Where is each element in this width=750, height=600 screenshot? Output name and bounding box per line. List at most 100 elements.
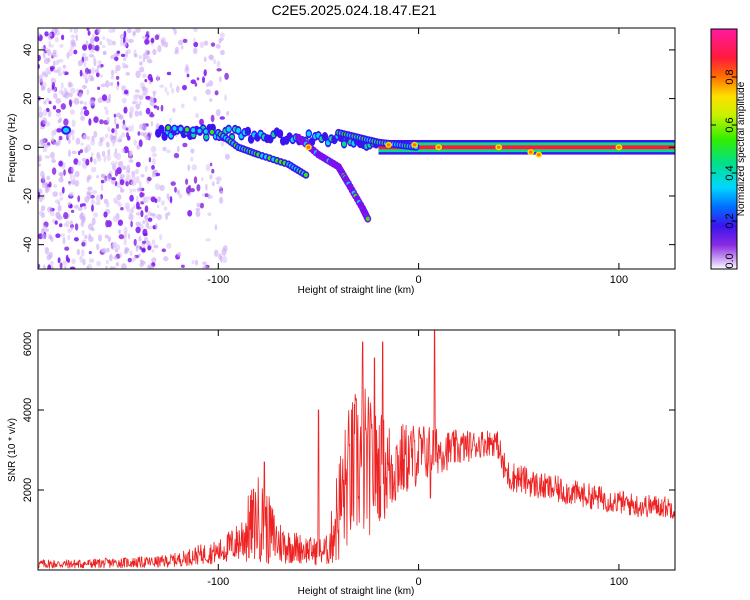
spectrogram-speckle	[189, 188, 195, 193]
tone-highlight-core	[436, 145, 441, 149]
spectrogram-speckle	[56, 112, 61, 117]
spectrogram-speckle	[42, 117, 47, 125]
spectrogram-speckle	[140, 174, 145, 178]
spectrogram-speckle	[105, 133, 109, 139]
spectrogram-speckle	[156, 204, 160, 209]
spectrogram-speckle	[81, 52, 87, 57]
spectrogram-speckle	[102, 44, 106, 49]
spectrogram-speckle	[38, 54, 41, 62]
spectrogram-speckle	[91, 190, 98, 195]
spectrogram-speckle	[210, 42, 216, 47]
spectrogram-speckle	[46, 175, 51, 181]
spectrogram-speckle	[135, 28, 141, 33]
spectrogram-speckle	[208, 54, 214, 60]
spectrogram-speckle	[103, 177, 107, 184]
spectrogram-speckle	[107, 127, 111, 132]
spectrogram-speckle	[107, 149, 111, 156]
spectrogram-speckle	[182, 84, 187, 91]
spectrogram-speckle	[129, 111, 133, 119]
spectrogram-speckle	[55, 233, 61, 238]
spectrogram-speckle	[93, 116, 99, 123]
spectrogram-speckle	[193, 41, 199, 48]
snr-marks	[38, 330, 675, 569]
spectrogram-branch-core	[191, 128, 196, 133]
spectrogram-speckle	[150, 77, 154, 83]
spectrogram-frame	[37, 27, 676, 270]
spectrogram-speckle	[95, 201, 101, 206]
spectrogram-speckle	[71, 258, 76, 265]
spectrogram-speckle	[59, 117, 62, 122]
spectrogram-speckle	[142, 57, 146, 63]
spectrogram-speckle	[73, 204, 79, 209]
spectrogram-speckle	[129, 250, 133, 256]
spectrogram-speckle	[146, 225, 153, 230]
spectrogram-speckle	[91, 204, 94, 212]
spectrogram-xtick-label: 0	[416, 274, 422, 286]
spectrogram-speckle	[57, 204, 62, 212]
spectrogram-speckle	[113, 256, 118, 260]
spectrogram-speckle	[62, 236, 66, 245]
spectrogram-speckle	[44, 246, 49, 251]
snr-xtick-label: 100	[610, 576, 628, 588]
spectrogram-speckle	[138, 61, 143, 66]
spectrogram-speckle	[149, 113, 155, 118]
spectrogram-speckle	[144, 205, 149, 213]
spectrogram-speckle	[193, 95, 197, 102]
spectrogram-speckle	[142, 89, 148, 96]
spectrogram-speckle	[84, 234, 88, 240]
spectrogram-speckle	[44, 31, 49, 37]
spectrogram-speckle	[122, 62, 126, 69]
spectrogram-speckle	[121, 85, 125, 90]
spectrogram-speckle	[67, 234, 71, 241]
spectrogram-speckle	[125, 174, 131, 181]
spectrogram-speckle	[82, 215, 86, 223]
spectrogram-speckle	[214, 224, 218, 231]
spectrogram-speckle	[182, 142, 188, 148]
spectrogram-speckle	[137, 131, 141, 136]
colorbar-label: Normalized spectral amplitude	[736, 81, 747, 216]
spectrogram-speckle	[55, 142, 59, 147]
spectrogram-blob	[244, 126, 252, 136]
spectrogram-ytick-label: 40	[22, 44, 34, 56]
spectrogram-speckle	[213, 59, 217, 65]
spectrogram-speckle	[70, 226, 74, 231]
spectrogram-speckle	[42, 147, 48, 153]
spectrogram-speckle	[135, 89, 140, 93]
spectrogram-speckle	[214, 249, 219, 257]
spectrogram-speckle	[133, 255, 137, 261]
spectrogram-speckle	[77, 160, 82, 166]
spectrogram-speckle	[156, 106, 160, 111]
spectrogram-speckle	[136, 212, 140, 216]
spectrogram-speckle	[53, 184, 58, 188]
spectrogram-speckle	[83, 101, 88, 106]
spectrogram-speckle	[187, 210, 193, 217]
spectrogram-speckle	[138, 55, 143, 60]
spectrogram-speckle	[121, 132, 126, 138]
spectrogram-speckle	[80, 249, 85, 257]
spectrogram-speckle	[151, 165, 155, 170]
spectrogram-speckle	[63, 223, 68, 227]
spectrogram-speckle	[106, 174, 111, 182]
spectrogram-speckle	[59, 44, 64, 48]
spectrogram-speckle	[100, 63, 104, 68]
spectrogram-speckle	[216, 181, 220, 185]
spectrogram-speckle	[112, 241, 118, 248]
spectrogram-speckle	[82, 135, 88, 140]
spectrogram-speckle	[199, 118, 204, 126]
spectrogram-speckle	[138, 139, 143, 147]
spectrogram-speckle	[49, 32, 52, 37]
spectrogram-speckle	[151, 152, 158, 158]
spectrogram-speckle	[121, 165, 127, 171]
spectrogram-speckle	[220, 255, 223, 263]
spectrogram-speckle	[126, 49, 132, 54]
spectrogram-blob-core	[306, 131, 311, 137]
colorbar-tick-label: 0.4	[724, 165, 736, 180]
spectrogram-speckle	[45, 98, 51, 102]
colorbar-tick-label: 0.8	[724, 69, 736, 84]
spectrogram-speckle	[122, 41, 128, 47]
spectrogram-speckle	[142, 228, 148, 237]
tone-highlight-core	[412, 143, 417, 147]
spectrogram-speckle	[61, 34, 65, 41]
snr-xlabel: Height of straight line (km)	[298, 586, 415, 597]
spectrogram-speckle	[145, 95, 151, 100]
